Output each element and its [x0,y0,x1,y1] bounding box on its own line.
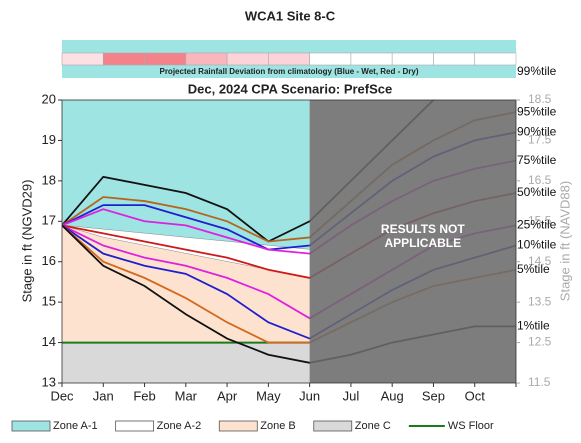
y2-tick-label: 16.5 [528,173,552,187]
not-applicable-overlay [309,100,516,383]
legend-label: Zone A-2 [157,420,202,432]
percentile-label: 10%tile [517,238,557,252]
percentile-label: 99%tile [517,64,557,78]
legend-label: Zone C [355,420,391,432]
zone-area [62,225,310,278]
rainfall-cell [391,52,434,66]
y2-tick-label: 15.5 [528,213,552,227]
plot-area [62,100,516,383]
y2-axis-label: Stage in ft (NAVD88) [557,181,572,301]
percentile-label: 75%tile [517,153,557,167]
y2-tick-label: 17.5 [528,133,552,147]
plot-frame [61,99,517,384]
x-tick-label: Dec [50,388,74,403]
legend-label: Zone B [260,420,295,432]
y-tick-label: 16 [42,253,56,268]
percentile-label: 50%tile [517,185,557,199]
percentile-label: 95%tile [517,104,557,118]
y-tick-label: 18 [42,172,56,187]
zone-area [62,342,310,383]
legend-swatch [11,420,51,432]
y-axis-label: Stage in ft (NGVD29) [19,180,34,303]
x-tick-label: Sep [422,388,445,403]
x-tick-label: Jan [93,388,114,403]
rainfall-cell [226,52,269,66]
zone-area [62,225,310,343]
y-tick-label: 13 [42,374,56,389]
chart-title: WCA1 Site 8-C [245,8,336,23]
rainfall-cell [474,52,517,66]
x-tick-label: Mar [175,388,198,403]
x-tick-label: Feb [133,388,155,403]
y-tick-label: 15 [42,294,56,309]
x-tick-label: Jul [343,388,360,403]
legend-swatch [313,420,353,432]
rainfall-cell [350,52,393,66]
rainfall-cell [433,52,476,66]
y2-tick-label: 13.5 [528,294,552,308]
zone-area [62,100,310,250]
percentile-label: 25%tile [517,218,557,232]
y2-tick-label: 18.5 [528,92,552,106]
y-tick-label: 20 [42,91,56,106]
y-tick-label: 14 [42,334,56,349]
percentile-line [62,100,436,243]
percentile-label: 1%tile [517,319,550,333]
legend-label: WS Floor [448,420,494,432]
legend-swatch [218,420,258,432]
x-tick-label: May [256,388,281,403]
x-tick-label: Aug [381,388,404,403]
y-tick-label: 17 [42,213,56,228]
rainfall-cell [268,52,310,66]
y2-tick-label: 14.5 [528,254,552,268]
x-tick-label: Oct [465,388,486,403]
legend-label: Zone A-1 [53,420,98,432]
x-tick-label: Apr [217,388,238,403]
rainfall-cell [61,52,104,66]
percentile-label: 5%tile [517,262,550,276]
rainfall-cell [309,52,352,66]
y-tick-label: 19 [42,132,56,147]
y2-tick-label: 11.5 [528,375,551,389]
rainfall-cell [185,52,228,66]
y2-tick-label: 12.5 [528,335,552,349]
not-applicable-text: RESULTS NOT [381,222,465,236]
rainfall-label: Projected Rainfall Deviation from climat… [159,67,418,76]
chart-subtitle: Dec, 2024 CPA Scenario: PrefSce [188,81,393,96]
rainfall-cell [102,52,145,66]
rainfall-cell [144,52,187,66]
x-tick-label: Jun [299,388,320,403]
percentile-label: 90%tile [517,125,557,139]
legend-swatch [115,420,155,432]
not-applicable-text: APPLICABLE [384,236,461,250]
